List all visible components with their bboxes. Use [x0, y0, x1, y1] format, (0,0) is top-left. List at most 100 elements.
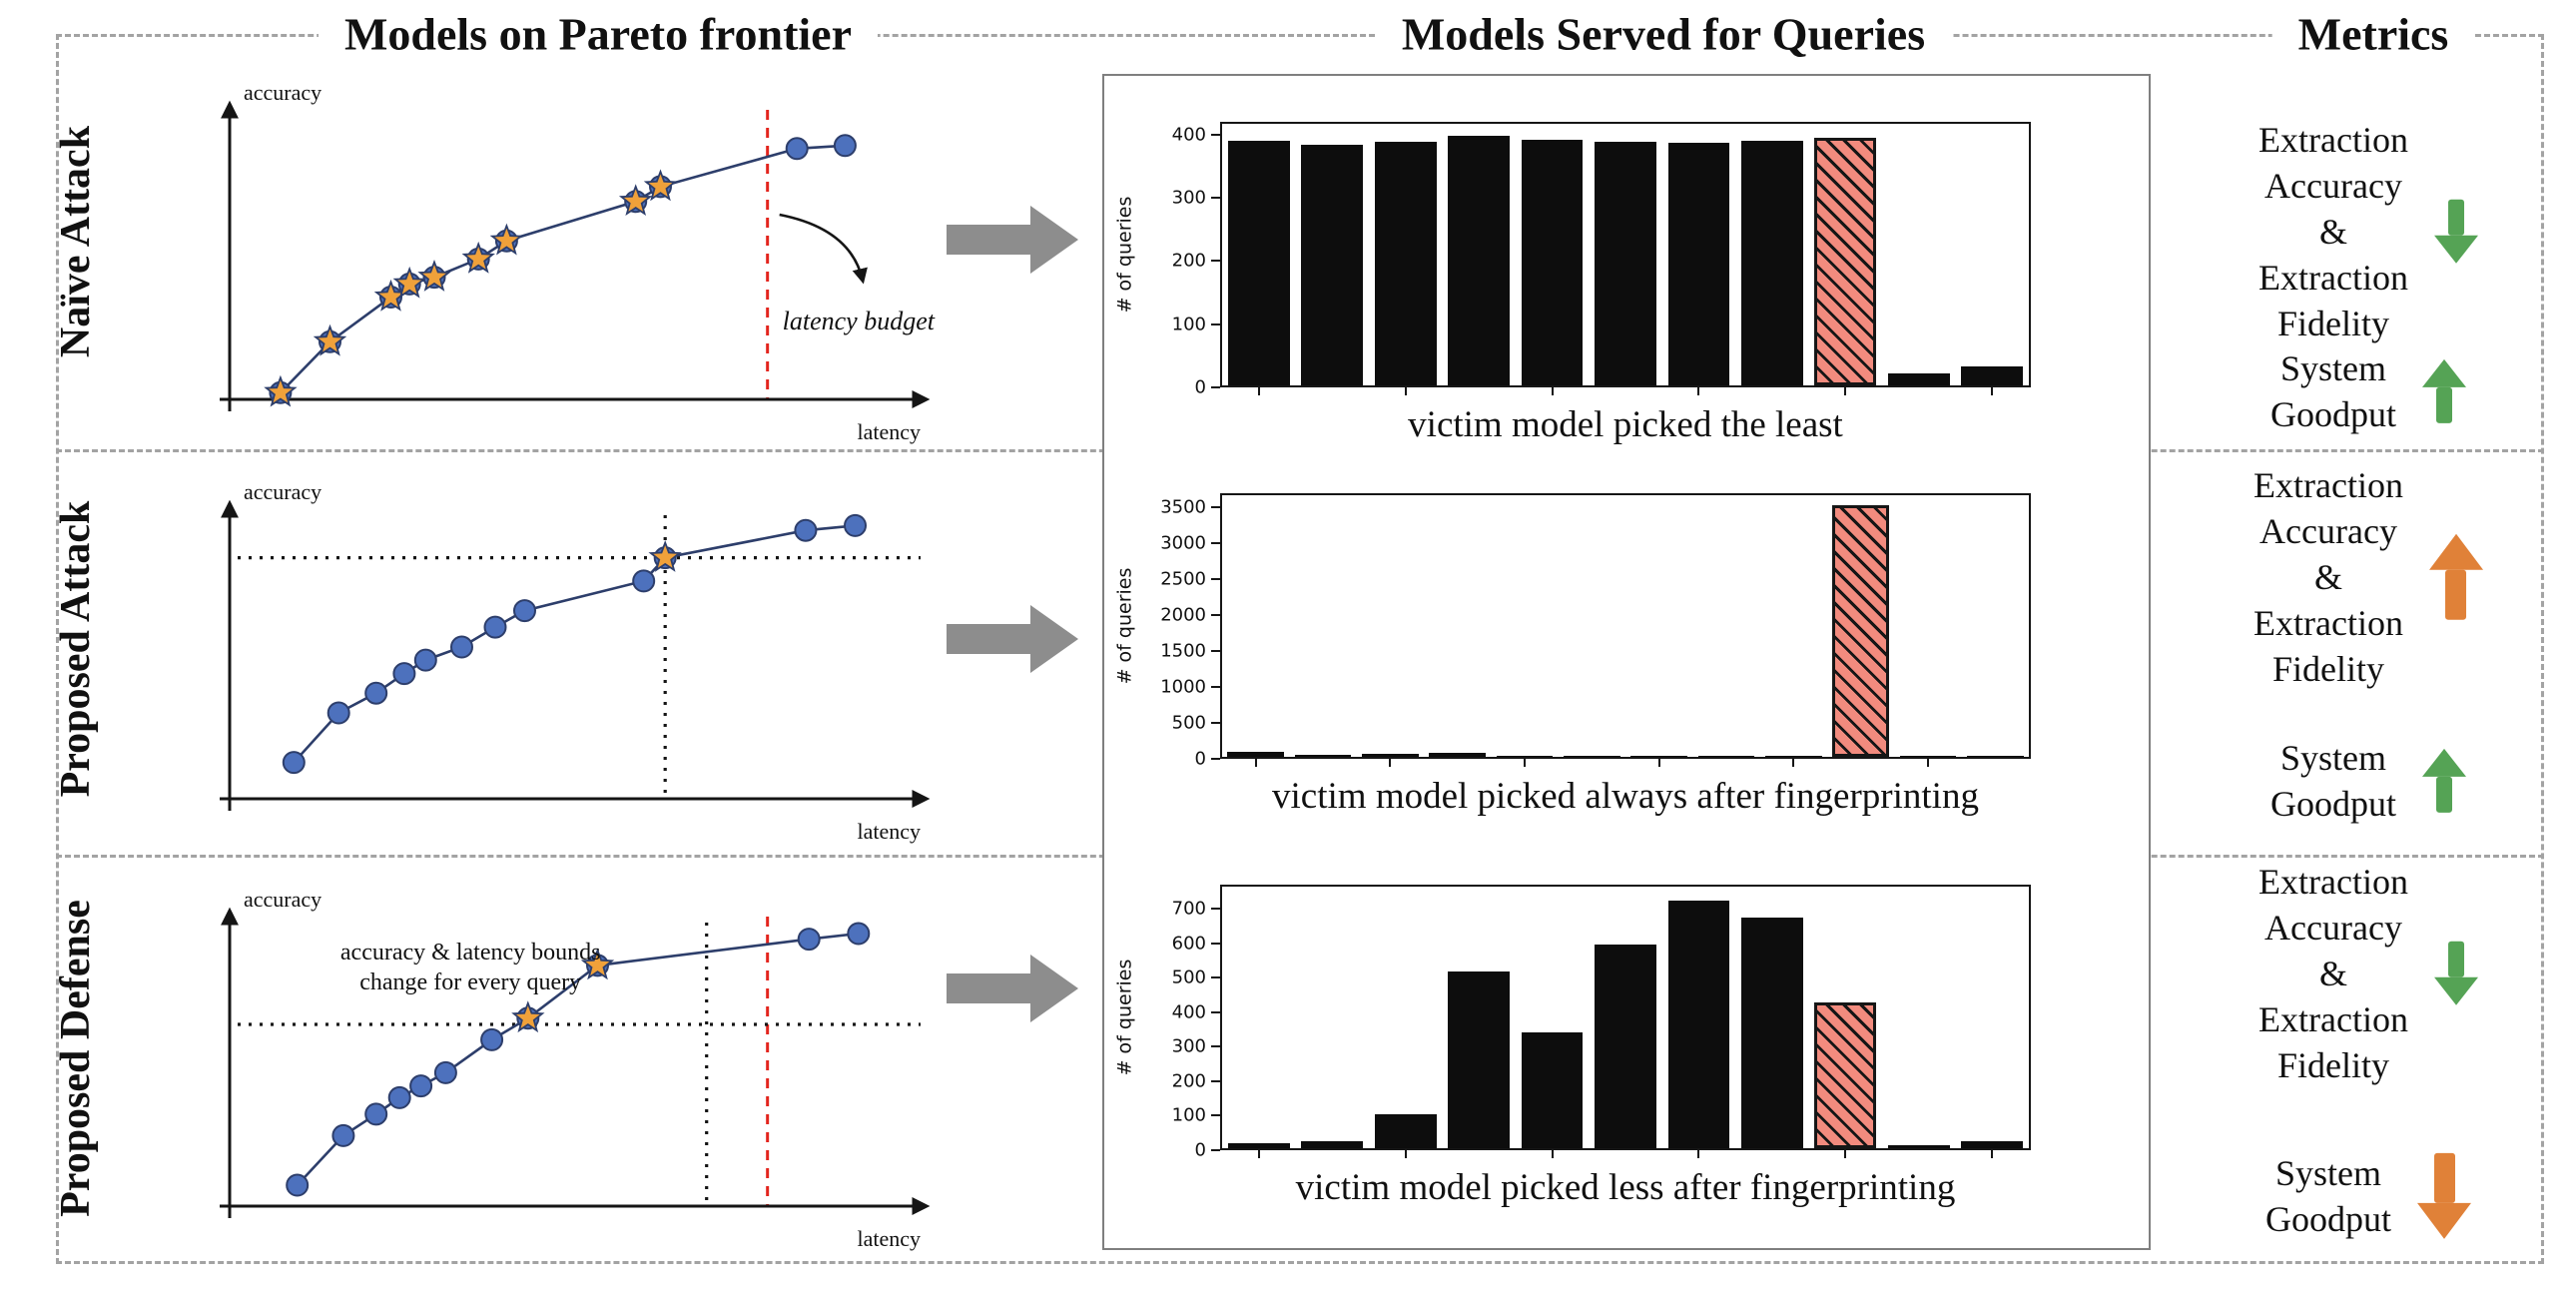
- model-bar: [1967, 756, 2024, 757]
- model-point: [364, 681, 388, 705]
- arrow-shaft: [2447, 941, 2464, 977]
- queried-model-star: [580, 948, 615, 980]
- victim-model-bar: [1814, 137, 1877, 385]
- pareto-svg: accuracy latency latency budget: [220, 80, 936, 444]
- chart-y-axis-title: # of queries: [1106, 493, 1142, 759]
- y-axis-label: accuracy: [244, 479, 322, 504]
- flow-arrow-head: [1030, 955, 1078, 1022]
- y-tick-mark: [1211, 976, 1220, 979]
- queried-model-star: [461, 241, 495, 274]
- x-axis-label: latency: [857, 819, 921, 844]
- model-bar: [1227, 1142, 1290, 1148]
- model-point: [392, 662, 416, 686]
- y-tick-mark: [1211, 197, 1220, 199]
- flow-arrow-head: [1030, 206, 1078, 274]
- model-bar: [1961, 1141, 2024, 1148]
- flow-arrow-shaft: [947, 624, 1030, 654]
- model-bar: [1697, 756, 1755, 757]
- y-tick-label: 0: [1194, 1139, 1206, 1161]
- chart-plot-area: [1220, 885, 2031, 1158]
- metric-text: Extraction Accuracy & Extraction Fidelit…: [2258, 861, 2408, 1086]
- model-bar: [1630, 756, 1687, 757]
- y-tick-mark: [1211, 650, 1220, 653]
- served-queries-panel: # of queries 0 100 200 300 400 victim model …: [1102, 74, 2151, 1250]
- trend-down-arrow: [2433, 199, 2478, 264]
- y-axis-label: accuracy: [244, 80, 322, 105]
- model-point: [433, 1060, 457, 1084]
- model-point: [833, 134, 857, 158]
- y-tick-mark: [1211, 260, 1220, 263]
- metric-goodput-row2: System Goodput: [2270, 735, 2466, 827]
- metric-text: System Goodput: [2270, 347, 2396, 434]
- model-bar: [1765, 756, 1822, 757]
- x-tick-mark: [1524, 758, 1526, 767]
- y-tick-label: 300: [1171, 1035, 1206, 1057]
- annotation-text: latency budget: [783, 307, 936, 335]
- flow-arrow-row1: [947, 206, 1078, 274]
- y-tick-mark: [1211, 133, 1220, 136]
- y-tick-mark: [1211, 1045, 1220, 1048]
- metric-text: Extraction Accuracy & Extraction Fidelit…: [2258, 119, 2408, 344]
- x-tick-mark: [1792, 758, 1795, 767]
- y-tick-label: 200: [1171, 250, 1206, 272]
- model-point: [794, 518, 818, 542]
- bar-chart-naive-attack: # of queries 0 100 200 300 400 victim model …: [1106, 122, 2031, 446]
- metric-goodput-row3: System Goodput: [2265, 1150, 2471, 1242]
- x-tick-mark: [1257, 386, 1260, 395]
- model-point: [483, 615, 507, 639]
- metric-text: System Goodput: [2265, 1152, 2391, 1239]
- model-point: [844, 513, 867, 537]
- chart-plot-area: [1220, 493, 2031, 767]
- pareto-plot-proposed-defense: accuracy latency accuracy & latency bounds…: [130, 877, 959, 1256]
- y-tick-mark: [1211, 686, 1220, 689]
- y-tick-mark: [1211, 578, 1220, 581]
- arrow-head: [2428, 533, 2483, 570]
- arrow-head: [2417, 1203, 2471, 1239]
- header-metrics: Metrics: [2271, 7, 2475, 61]
- arrow-shaft: [2436, 387, 2452, 423]
- model-point: [286, 1173, 310, 1197]
- model-bar: [1888, 372, 1950, 385]
- model-bar: [1448, 971, 1510, 1148]
- trend-down-arrow: [2417, 1153, 2471, 1239]
- y-tick-mark: [1211, 908, 1220, 911]
- queried-model-star: [511, 1000, 545, 1033]
- model-bar: [1961, 366, 2024, 385]
- model-point: [409, 1074, 433, 1098]
- y-tick-mark: [1211, 1114, 1220, 1117]
- y-tick-mark: [1211, 542, 1220, 545]
- x-tick-mark: [1844, 386, 1847, 395]
- chart-caption: victim model picked less after fingerpri…: [1295, 1167, 1956, 1208]
- bar-chart-proposed-attack: # of queries 0 500 1000 1500 2000 2500 3000 350…: [1106, 493, 2031, 818]
- metric-extraction-row3: Extraction Accuracy & Extraction Fidelit…: [2258, 859, 2478, 1088]
- y-tick-label: 3500: [1160, 496, 1206, 518]
- model-bar: [1374, 142, 1437, 385]
- y-tick-label: 500: [1171, 967, 1206, 988]
- model-bar: [1429, 752, 1486, 757]
- y-tick-label: 400: [1171, 124, 1206, 146]
- x-tick-mark: [1991, 1149, 1994, 1158]
- model-bar: [1888, 1144, 1950, 1148]
- arrow-shaft: [2447, 199, 2464, 236]
- row-label-naive-attack: Naïve Attack: [53, 125, 99, 358]
- y-tick-mark: [1211, 386, 1220, 388]
- y-tick-mark: [1211, 1010, 1220, 1013]
- flow-arrow-row2: [947, 605, 1078, 673]
- model-bar: [1741, 917, 1803, 1148]
- x-tick-mark: [1927, 758, 1929, 767]
- y-tick-mark: [1211, 506, 1220, 509]
- model-bar: [1301, 1141, 1364, 1148]
- pareto-svg: accuracy latency accuracy & latency bounds…: [220, 887, 931, 1251]
- chart-caption: victim model picked always after fingerp…: [1272, 776, 1979, 817]
- annotation-arrow: [779, 213, 868, 285]
- model-point: [797, 928, 821, 952]
- bar-chart-proposed-defense: # of queries 0 100 200 300 400 500 600 700 vict…: [1106, 885, 2031, 1209]
- pareto-frontier-line: [293, 524, 856, 764]
- y-tick-mark: [1211, 1149, 1220, 1151]
- queried-model-star: [264, 374, 298, 407]
- model-point: [326, 701, 350, 725]
- chart-y-axis-title-text: # of queries: [1113, 567, 1136, 685]
- model-bar: [1667, 143, 1730, 385]
- model-bar: [1496, 755, 1554, 757]
